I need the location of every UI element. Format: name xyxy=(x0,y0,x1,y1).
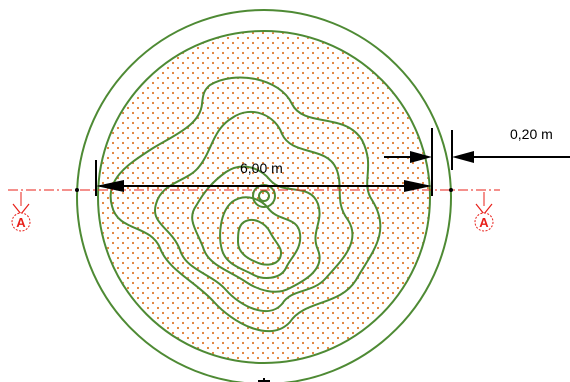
wall-arrow-right xyxy=(452,151,474,163)
contour-1 xyxy=(109,76,382,333)
section-marker-left: A xyxy=(16,215,26,230)
wall-point-right xyxy=(449,188,453,192)
outer-circle xyxy=(76,9,452,382)
diameter-label: 6,00 m xyxy=(240,160,283,176)
wall-point-left xyxy=(75,188,79,192)
diameter-dimension xyxy=(95,128,433,196)
summit-inner xyxy=(258,190,270,202)
section-line xyxy=(8,189,500,232)
inner-circle xyxy=(97,30,431,364)
contour-2 xyxy=(153,110,354,313)
contour-3 xyxy=(191,165,321,293)
contour-lines xyxy=(109,76,382,333)
diameter-arrow-left xyxy=(96,180,124,192)
wall-arrow-left xyxy=(410,151,432,163)
fill-area xyxy=(99,32,429,362)
diameter-arrow-right xyxy=(404,180,432,192)
contour-5 xyxy=(237,218,282,266)
base-mark xyxy=(258,378,270,382)
contour-4 xyxy=(219,196,302,279)
wall-label: 0,20 m xyxy=(510,126,553,142)
section-marker-right: A xyxy=(479,215,489,230)
